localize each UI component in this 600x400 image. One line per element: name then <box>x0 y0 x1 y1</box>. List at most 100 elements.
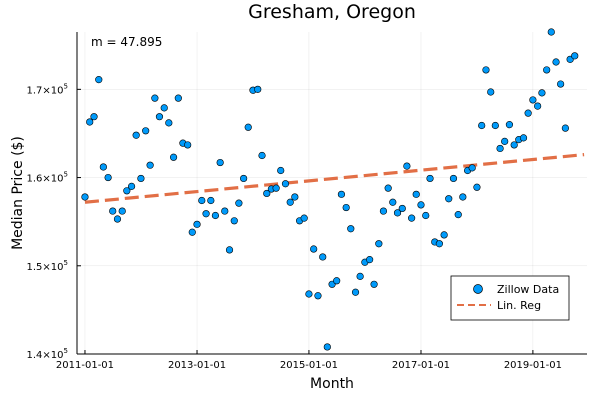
data-point <box>342 203 350 212</box>
data-point <box>496 144 504 153</box>
data-point <box>412 190 420 198</box>
y-tick-base: 1.6×10 <box>27 174 64 185</box>
data-point <box>482 66 490 74</box>
data-point <box>81 193 89 201</box>
data-point <box>422 211 430 220</box>
data-point <box>366 256 374 264</box>
data-point <box>244 123 252 131</box>
data-point <box>384 184 392 192</box>
data-point <box>403 162 411 170</box>
data-point <box>323 343 331 351</box>
data-point <box>123 187 131 195</box>
data-point <box>202 210 210 218</box>
data-point <box>478 121 486 130</box>
data-point <box>510 141 518 149</box>
data-point <box>277 166 285 175</box>
data-point <box>258 151 266 160</box>
x-axis-label: Month <box>310 376 354 392</box>
x-tick-label: 2019-01-01 <box>504 360 562 371</box>
data-point <box>538 89 546 97</box>
axis-ticks: 2011-01-01 2013-01-01 2015-01-01 2017-01-01… <box>27 82 562 371</box>
data-point <box>389 198 397 206</box>
data-point <box>505 121 514 129</box>
data-point <box>113 215 122 223</box>
y-tick-exponent: 5 <box>64 259 68 267</box>
data-point <box>142 127 150 135</box>
data-point <box>146 161 154 169</box>
data-point <box>281 180 290 188</box>
regression-layer <box>84 153 585 204</box>
y-tick-exponent: 5 <box>64 82 68 90</box>
scatter-points <box>81 28 579 351</box>
data-point <box>519 134 528 142</box>
data-point <box>193 220 201 228</box>
legend-label-linreg: Lin. Reg <box>497 299 541 312</box>
data-point <box>240 174 248 183</box>
data-point <box>543 66 551 74</box>
data-point <box>104 173 112 182</box>
data-point <box>127 182 136 190</box>
data-point <box>211 211 220 220</box>
data-point <box>230 217 238 225</box>
data-point <box>449 174 458 183</box>
data-point <box>286 198 294 206</box>
data-point <box>468 164 476 172</box>
data-point <box>375 240 383 248</box>
chart-title: Gresham, Oregon <box>248 1 416 23</box>
data-point <box>188 228 196 236</box>
data-point <box>90 113 98 121</box>
data-point <box>445 195 453 203</box>
data-point <box>417 201 425 209</box>
data-point <box>118 207 126 215</box>
x-tick-label: 2015-01-01 <box>280 360 338 371</box>
y-tick-label: 1.5×105 <box>27 259 68 273</box>
data-point <box>169 153 178 161</box>
legend-label-zillow: Zillow Data <box>497 283 559 296</box>
data-point <box>160 104 168 112</box>
y-tick-label: 1.4×105 <box>27 347 68 361</box>
data-point <box>254 85 262 93</box>
legend-box <box>450 275 570 321</box>
data-point <box>155 113 164 121</box>
data-point <box>225 246 234 254</box>
data-point <box>398 204 406 213</box>
data-point <box>95 76 103 84</box>
data-point <box>319 253 327 261</box>
data-point <box>86 118 94 126</box>
data-point <box>151 94 159 102</box>
y-tick-label: 1.7×105 <box>27 82 68 96</box>
data-point <box>184 141 192 149</box>
data-point <box>305 290 313 298</box>
y-tick-base: 1.4×10 <box>27 350 64 361</box>
data-point <box>337 190 346 198</box>
data-point <box>370 280 378 288</box>
data-point <box>379 207 388 215</box>
legend: Zillow Data Lin. Reg <box>450 275 570 321</box>
data-point <box>473 183 481 191</box>
regression-line <box>84 153 585 204</box>
data-point <box>291 193 299 201</box>
data-point <box>459 193 467 201</box>
data-point <box>393 209 402 217</box>
data-point <box>198 196 206 205</box>
data-point <box>501 137 509 145</box>
data-point <box>426 174 434 183</box>
data-point <box>557 80 565 88</box>
data-point <box>487 88 495 96</box>
data-point <box>263 189 271 198</box>
data-point <box>333 277 341 285</box>
y-axis-label: Median Price ($) <box>10 136 26 250</box>
data-point <box>408 214 416 222</box>
data-point <box>310 245 318 253</box>
data-point <box>552 58 560 66</box>
slope-annotation: m = 47.895 <box>91 35 162 49</box>
legend-marker-zillow <box>473 284 483 294</box>
data-point <box>174 94 182 102</box>
data-point <box>571 52 579 60</box>
y-tick-label: 1.6×105 <box>27 171 68 185</box>
data-point <box>165 119 173 127</box>
data-point <box>435 240 443 248</box>
data-point <box>207 196 215 205</box>
data-point <box>99 163 107 171</box>
